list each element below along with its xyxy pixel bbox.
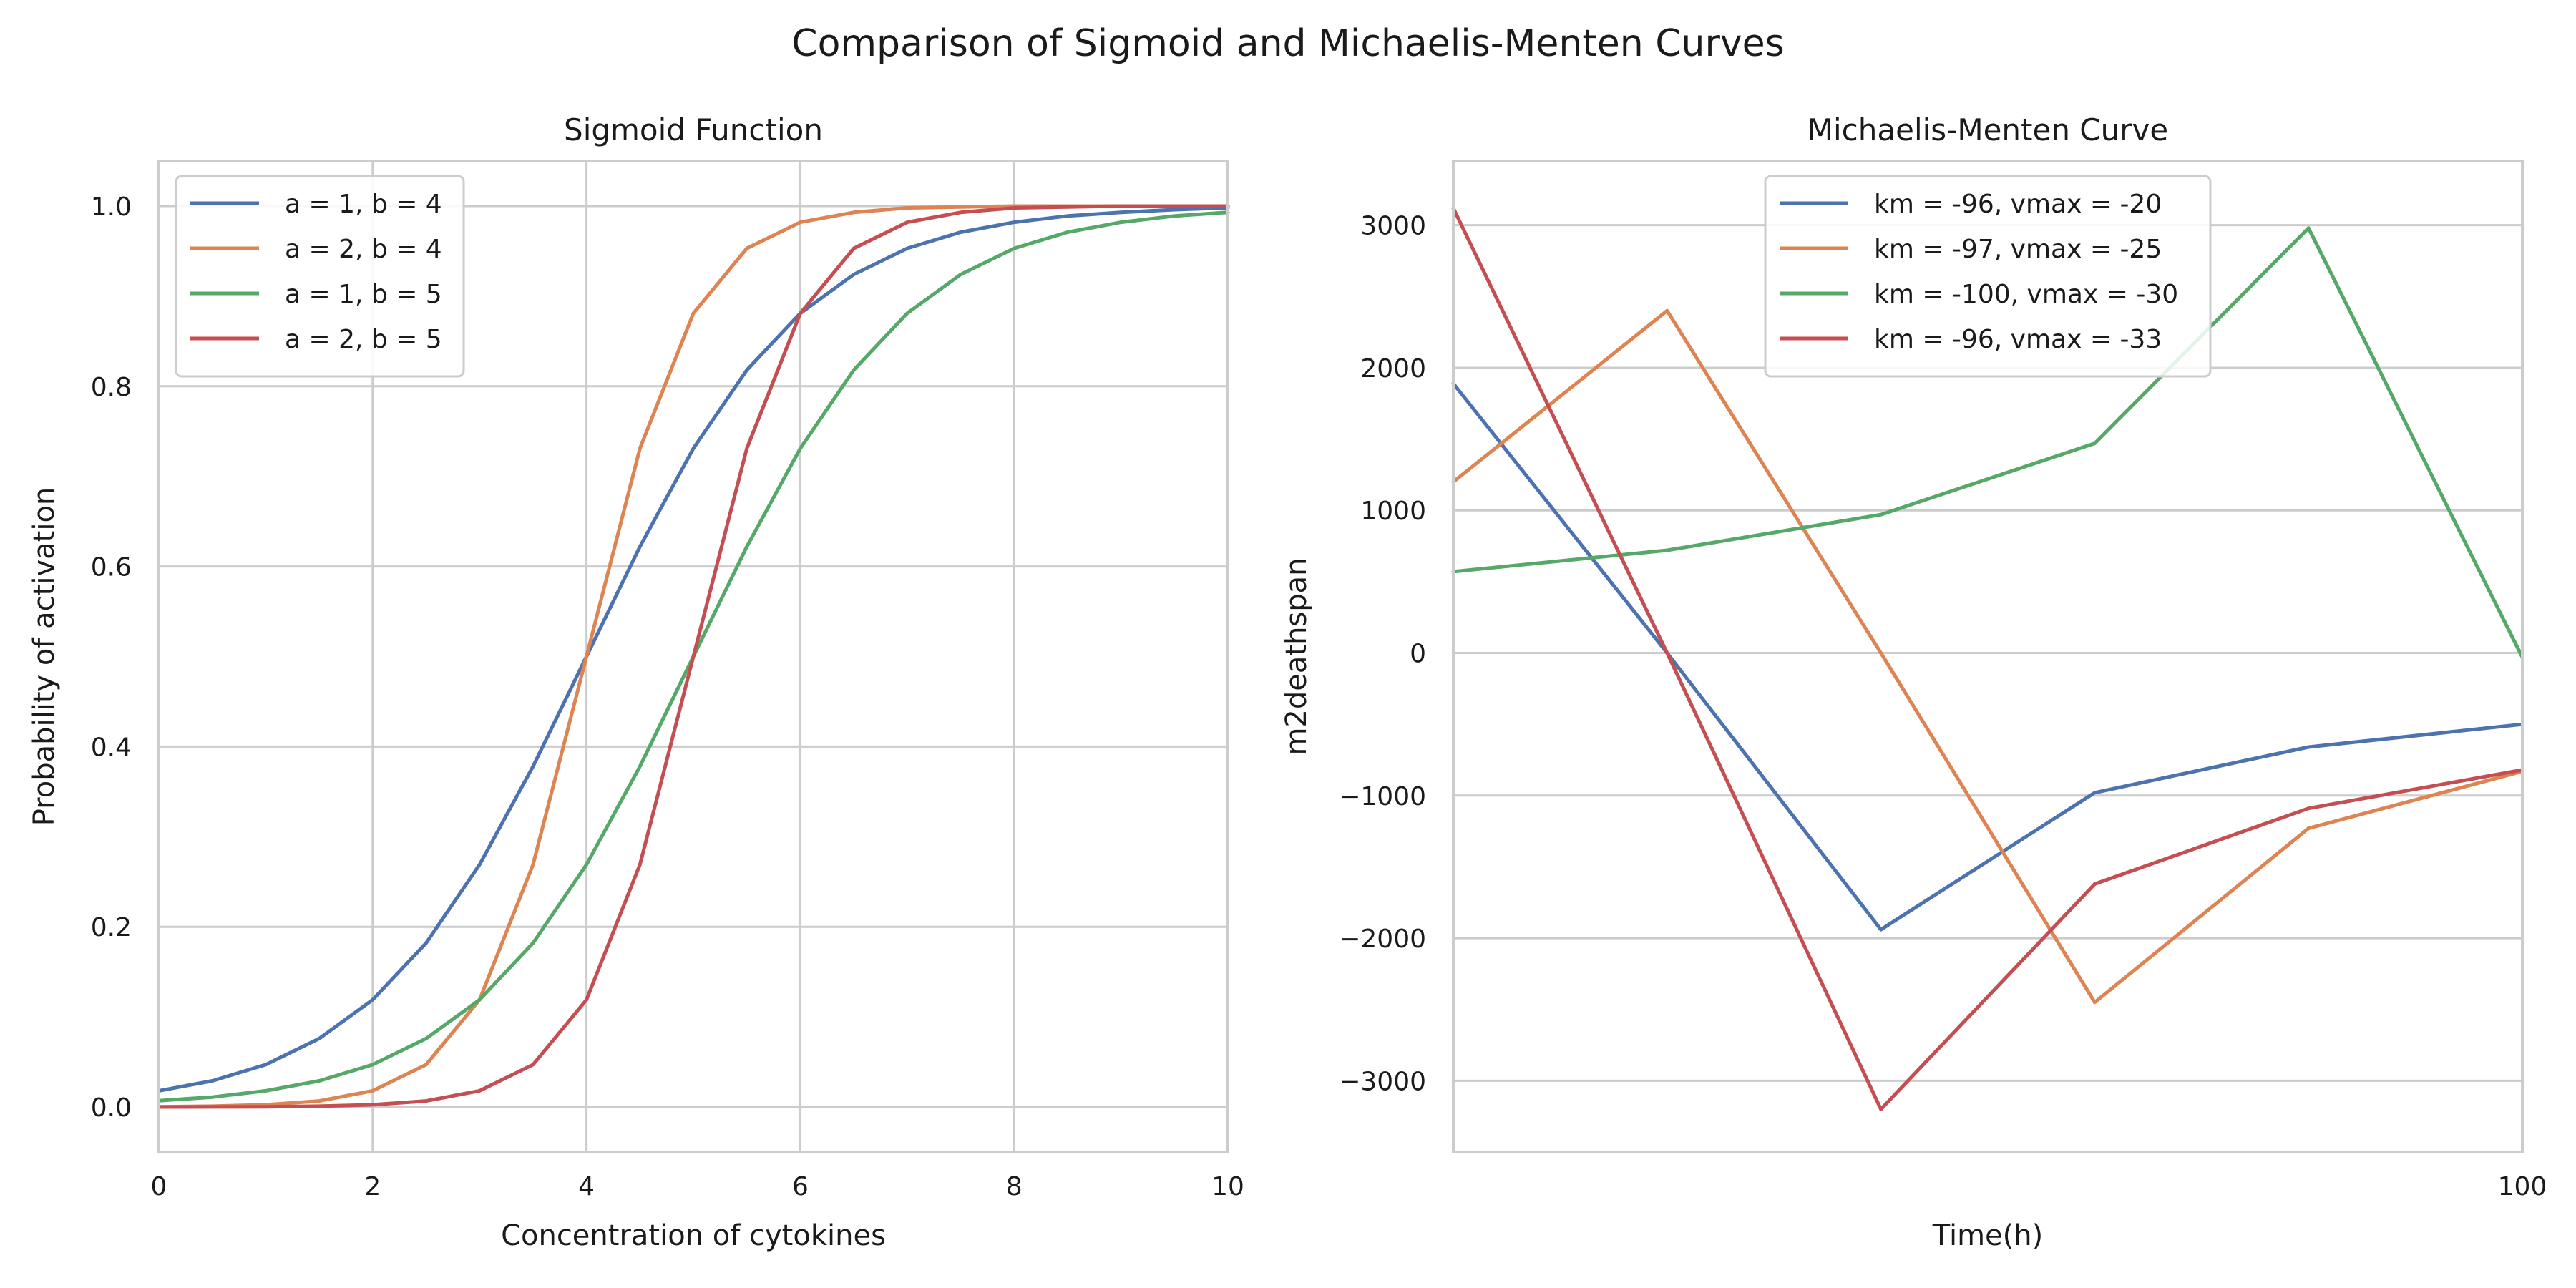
y-tick-label: 0 xyxy=(1410,640,1426,669)
x-tick-label: 100 xyxy=(2498,1172,2547,1201)
legend-entry-label: a = 1, b = 5 xyxy=(285,280,442,309)
y-tick-label: 0.6 xyxy=(91,553,132,582)
legend-entry-label: a = 1, b = 4 xyxy=(285,190,442,219)
y-tick-label: 1000 xyxy=(1360,497,1426,526)
figure-title: Comparison of Sigmoid and Michaelis-Ment… xyxy=(791,22,1784,65)
legend-entry-label: km = -97, vmax = -25 xyxy=(1874,235,2162,264)
x-tick-label: 8 xyxy=(1006,1172,1023,1201)
chart-title: Michaelis-Menten Curve xyxy=(1807,112,2168,147)
x-tick-label: 6 xyxy=(792,1172,809,1201)
series-line-2 xyxy=(1451,308,2524,1005)
y-tick-label: 0.8 xyxy=(91,373,132,402)
plot-frame xyxy=(157,160,1229,1153)
y-tick-label: −1000 xyxy=(1339,782,1426,811)
y-tick-label: 3000 xyxy=(1360,212,1426,241)
series-line-3 xyxy=(1451,226,2524,659)
x-tick-label: 0 xyxy=(151,1172,167,1201)
x-tick-label: 10 xyxy=(1211,1172,1244,1201)
legend-entry-label: km = -96, vmax = -33 xyxy=(1874,325,2162,354)
series-line-4 xyxy=(157,204,1230,1109)
series-line-1 xyxy=(1451,381,2524,932)
y-tick-label: 2000 xyxy=(1360,354,1426,384)
chart-panel-2: −3000 −2000 −1000 0 1000 2000 3000 100 Michaelis… xyxy=(1280,112,2547,1252)
x-axis-label: Time(h) xyxy=(1932,1219,2043,1252)
y-tick-label: 0.4 xyxy=(91,733,132,762)
x-tick-label: 2 xyxy=(364,1172,381,1201)
legend-entry-label: a = 2, b = 4 xyxy=(285,235,442,264)
y-tick-label: 1.0 xyxy=(91,192,132,222)
y-axis-label: Probability of activation xyxy=(28,487,61,826)
chart-panel-1: 0.0 0.2 0.4 0.6 0.8 1.0 0 2 4 6 8 10 Sigmoid Functio… xyxy=(28,112,1244,1252)
y-tick-label: 0.2 xyxy=(91,913,132,942)
y-tick-label: 0.0 xyxy=(91,1093,132,1123)
y-tick-label: −3000 xyxy=(1339,1067,1426,1096)
plot-frame xyxy=(1452,160,2524,1153)
legend-box xyxy=(175,175,465,378)
chart-legend: a = 1, b = 4 a = 2, b = 4 a = 1, b = 5 a = … xyxy=(175,175,465,378)
chart-legend: km = -96, vmax = -20 km = -97, vmax = -25… xyxy=(1764,175,2212,378)
y-tick-label: −2000 xyxy=(1339,924,1426,954)
y-axis-label: m2deathspan xyxy=(1280,557,1313,755)
x-tick-label: 4 xyxy=(578,1172,595,1201)
legend-box xyxy=(1764,175,2212,378)
chart-title: Sigmoid Function xyxy=(564,112,823,147)
legend-entry-label: a = 2, b = 5 xyxy=(285,325,442,354)
series-line-1 xyxy=(157,206,1230,1093)
legend-entry-label: km = -100, vmax = -30 xyxy=(1874,280,2178,309)
series-line-4 xyxy=(1451,206,2524,1111)
legend-entry-label: km = -96, vmax = -20 xyxy=(1874,190,2162,219)
x-axis-label: Concentration of cytokines xyxy=(501,1219,886,1252)
